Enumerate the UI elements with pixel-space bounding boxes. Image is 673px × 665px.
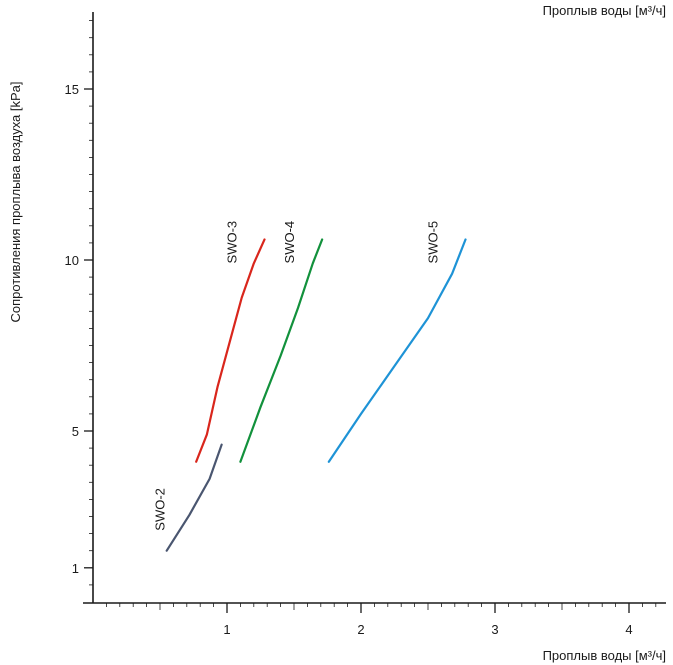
top-axis-label: Проплыв воды [м³/ч]	[543, 3, 666, 18]
series-label-swo-5: SWO-5	[426, 221, 441, 264]
series-layer	[165, 238, 467, 552]
series-line-swo-3	[195, 238, 266, 463]
series-label-swo-2: SWO-2	[153, 488, 168, 531]
x-tick-label: 1	[223, 622, 230, 637]
series-label-swo-3: SWO-3	[225, 221, 240, 264]
y-tick-label: 15	[65, 82, 79, 97]
x-tick-label: 2	[357, 622, 364, 637]
axes	[83, 12, 666, 604]
series-line-swo-4	[239, 238, 324, 463]
y-tick-label: 10	[65, 253, 79, 268]
labels-layer: SWO-2 SWO-3 SWO-4 SWO-5	[153, 221, 441, 531]
y-tick-label: 1	[72, 561, 79, 576]
x-axis-label: Проплыв воды [м³/ч]	[543, 648, 666, 663]
x-tick-label: 4	[625, 622, 632, 637]
x-tick-label: 3	[491, 622, 498, 637]
series-label-swo-4: SWO-4	[282, 221, 297, 264]
series-line-swo-5	[327, 238, 467, 463]
y-axis-label: Сопротивления проплыва воздуха [kPa]	[8, 81, 23, 322]
y-tick-label: 5	[72, 424, 79, 439]
series-line-swo-2	[165, 443, 223, 552]
